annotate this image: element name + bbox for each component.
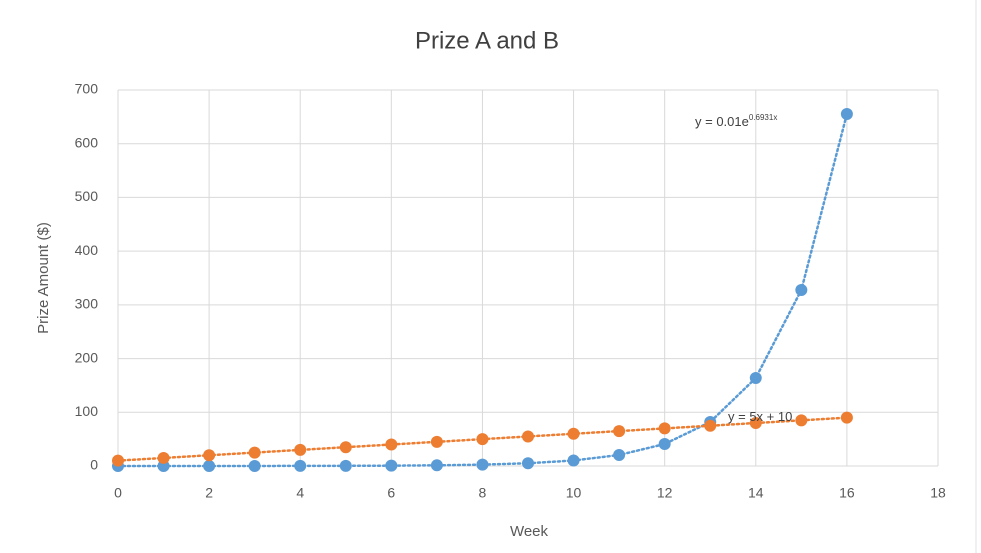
point: [522, 430, 534, 443]
x-tick-label: 4: [296, 485, 304, 501]
point: [430, 435, 443, 448]
trendline-equation: y = 0.01e0.6931x: [695, 113, 777, 129]
point: [339, 459, 352, 472]
point: [840, 411, 853, 424]
point: [840, 107, 853, 120]
equation-text: y = 5x + 10: [728, 409, 792, 424]
y-axis-title: Prize Amount ($): [35, 222, 52, 334]
point: [385, 438, 398, 451]
point: [658, 422, 671, 435]
point: [203, 449, 216, 462]
trendline-equation: y = 5x + 10: [728, 409, 792, 424]
point: [567, 427, 580, 440]
point: [567, 454, 580, 467]
x-axis-title: Week: [510, 523, 549, 540]
y-tick-label: 700: [75, 81, 99, 97]
point: [294, 459, 307, 472]
point: [522, 457, 534, 470]
point: [704, 419, 717, 432]
point: [203, 459, 216, 472]
x-tick-label: 10: [566, 485, 582, 501]
chart-title: Prize A and B: [415, 27, 559, 54]
point: [476, 458, 489, 471]
point: [749, 371, 762, 384]
point: [294, 443, 307, 456]
point: [430, 459, 443, 472]
y-tick-label: 100: [75, 403, 99, 419]
y-tick-label: 300: [75, 296, 99, 312]
point: [248, 459, 261, 472]
x-tick-label: 12: [657, 485, 673, 501]
x-tick-label: 0: [114, 485, 122, 501]
x-tick-label: 16: [839, 485, 855, 501]
point: [658, 437, 671, 450]
equation-text: y = 0.01e: [695, 114, 749, 129]
y-tick-label: 400: [75, 242, 99, 258]
x-tick-label: 6: [387, 485, 395, 501]
point: [795, 414, 808, 427]
y-tick-label: 200: [75, 349, 99, 365]
point: [476, 433, 489, 446]
x-tick-label: 18: [930, 485, 946, 501]
point: [339, 441, 352, 454]
point: [157, 451, 170, 464]
y-tick-label: 500: [75, 188, 99, 204]
point: [613, 425, 626, 438]
x-tick-label: 8: [479, 485, 487, 501]
equation-exponent: 0.6931x: [749, 113, 777, 122]
point: [795, 283, 808, 296]
y-tick-label: 0: [90, 457, 98, 473]
point: [749, 417, 762, 430]
y-tick-label: 600: [75, 134, 99, 150]
point: [112, 454, 124, 467]
x-tick-label: 2: [205, 485, 213, 501]
point: [248, 446, 261, 459]
x-tick-label: 14: [748, 485, 764, 501]
point: [613, 448, 626, 461]
point: [385, 459, 398, 472]
